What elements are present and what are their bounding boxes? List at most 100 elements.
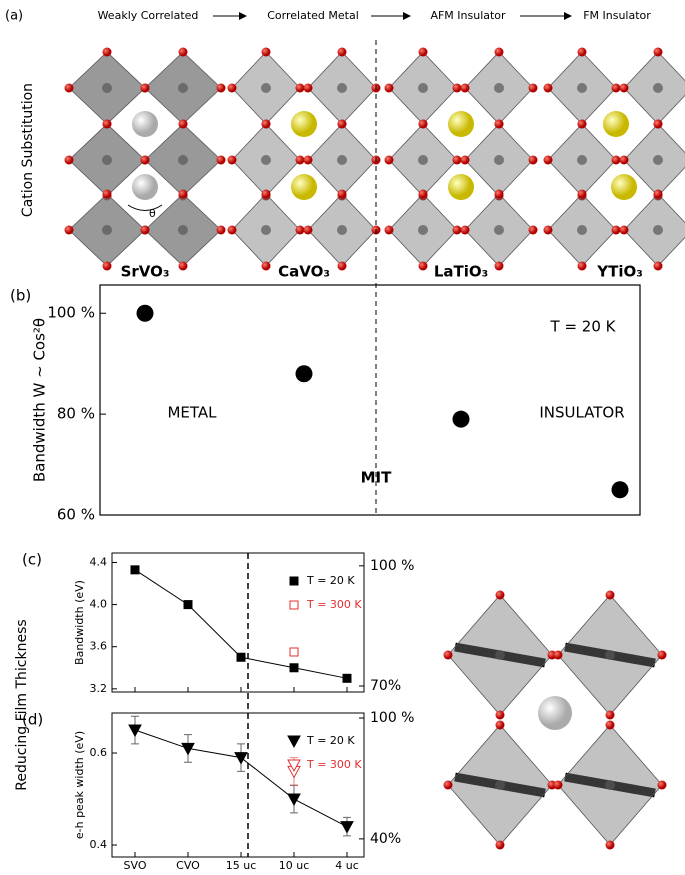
y-tick-label: 0.6 xyxy=(90,746,108,759)
header-text: AFM Insulator xyxy=(430,9,506,22)
metal-atom xyxy=(605,650,615,660)
legend-marker xyxy=(287,759,301,773)
oxygen xyxy=(261,119,271,129)
y2-tick-label: 100 % xyxy=(370,558,414,574)
oxygen xyxy=(178,47,188,57)
a-cation xyxy=(291,111,317,137)
oxygen xyxy=(303,83,313,93)
a-cation xyxy=(448,111,474,137)
marker xyxy=(128,724,142,738)
oxygen xyxy=(295,83,305,93)
y2-tick-label: 40% xyxy=(370,831,401,847)
oxygen xyxy=(452,225,462,235)
metal-atom xyxy=(605,780,615,790)
x-tick-label: 4 uc xyxy=(335,859,359,872)
oxygen xyxy=(216,155,226,165)
oxygen xyxy=(653,261,663,271)
oxygen xyxy=(443,780,453,790)
a-cation xyxy=(538,696,572,730)
metal-atom xyxy=(577,225,587,235)
marker xyxy=(236,652,246,662)
oxygen xyxy=(216,225,226,235)
oxygen xyxy=(494,261,504,271)
panel-label: (a) xyxy=(5,9,23,24)
point xyxy=(611,481,629,499)
oxygen xyxy=(605,720,615,730)
oxygen xyxy=(452,83,462,93)
side-label: Reducing Film Thickness xyxy=(14,619,30,790)
metal-atom xyxy=(494,225,504,235)
angle-arc xyxy=(127,204,163,211)
oxygen xyxy=(384,155,394,165)
oxygen xyxy=(418,189,428,199)
oxygen xyxy=(657,650,667,660)
y-tick-label: 0.4 xyxy=(90,838,108,851)
oxygen xyxy=(653,47,663,57)
oxygen xyxy=(102,47,112,57)
header-text: Weakly Correlated xyxy=(98,9,199,22)
metal-atom xyxy=(653,83,663,93)
metal-atom xyxy=(261,83,271,93)
y-axis-label: Bandwidth (eV) xyxy=(73,580,86,665)
marker xyxy=(183,600,193,610)
oxygen xyxy=(140,225,150,235)
oxygen xyxy=(528,83,538,93)
y-axis-label: Bandwidth W ~ Cos²θ xyxy=(31,318,49,482)
oxygen xyxy=(64,225,74,235)
y-tick-label: 3.2 xyxy=(90,682,108,695)
oxygen xyxy=(605,590,615,600)
legend-label: T = 20 K xyxy=(306,574,355,587)
oxygen xyxy=(261,261,271,271)
oxygen xyxy=(337,261,347,271)
metal-atom xyxy=(495,780,505,790)
metal-atom xyxy=(178,225,188,235)
plot-frame xyxy=(99,284,641,516)
y-tick-label: 100 % xyxy=(47,304,95,322)
oxygen xyxy=(553,650,563,660)
oxygen xyxy=(577,47,587,57)
metal-atom xyxy=(337,225,347,235)
oxygen xyxy=(452,155,462,165)
header-text: FM Insulator xyxy=(583,9,651,22)
point xyxy=(295,365,313,383)
marker xyxy=(289,663,299,673)
oxygen xyxy=(543,225,553,235)
oxygen xyxy=(227,225,237,235)
metal-atom xyxy=(102,155,112,165)
metal-atom xyxy=(418,225,428,235)
point xyxy=(452,410,470,428)
oxygen xyxy=(495,710,505,720)
metal-atom xyxy=(102,83,112,93)
legend-label: T = 300 K xyxy=(306,598,362,611)
marker xyxy=(289,647,299,657)
plot-frame xyxy=(111,712,365,858)
oxygen xyxy=(102,189,112,199)
a-cation xyxy=(132,111,158,137)
oxygen xyxy=(178,119,188,129)
y-axis-label: e-h peak width (eV) xyxy=(73,731,86,839)
oxygen xyxy=(494,189,504,199)
x-tick-label: CVO xyxy=(176,859,200,872)
oxygen xyxy=(337,189,347,199)
metal-atom xyxy=(261,225,271,235)
oxygen xyxy=(657,780,667,790)
oxygen xyxy=(611,83,621,93)
marker xyxy=(130,565,140,575)
oxygen xyxy=(528,225,538,235)
x-tick-label: 10 uc xyxy=(279,859,310,872)
oxygen xyxy=(140,83,150,93)
marker xyxy=(340,821,354,834)
y-tick-label: 4.0 xyxy=(90,598,108,611)
oxygen xyxy=(605,840,615,850)
angle-label: θ xyxy=(149,207,156,220)
oxygen xyxy=(216,83,226,93)
x-category-label: YTiO₃ xyxy=(596,263,643,281)
metal-atom xyxy=(337,83,347,93)
header-text: Correlated Metal xyxy=(267,9,359,22)
oxygen xyxy=(653,189,663,199)
oxygen xyxy=(605,710,615,720)
metal-atom xyxy=(418,83,428,93)
oxygen xyxy=(384,225,394,235)
a-cation xyxy=(291,174,317,200)
annotation: INSULATOR xyxy=(539,404,624,422)
